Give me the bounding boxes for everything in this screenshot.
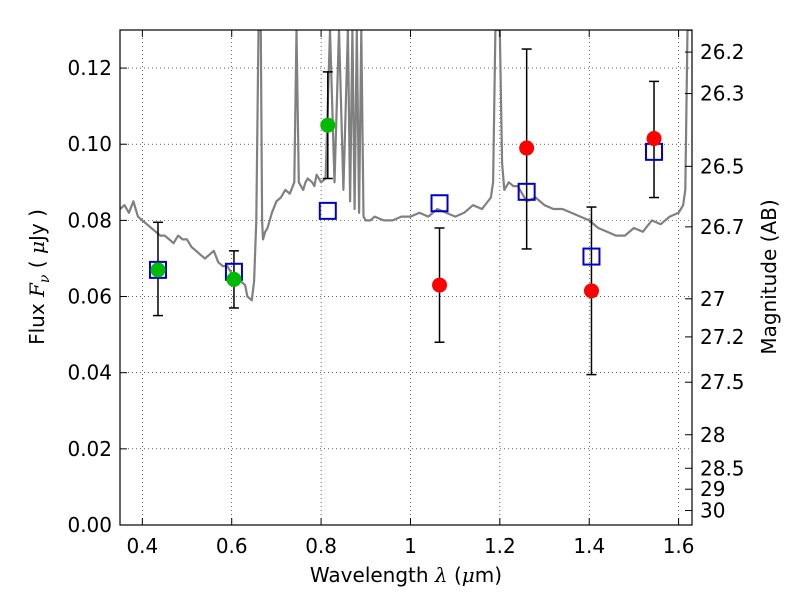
y2-tick-label: 28.5 xyxy=(700,456,745,480)
y-tick-label: 0.12 xyxy=(67,56,112,80)
y2-axis-title: Magnitude (AB) xyxy=(757,199,781,354)
observed-flux-point xyxy=(320,117,336,133)
model-photometry-point xyxy=(148,260,167,279)
y-tick-label: 0.02 xyxy=(67,437,112,461)
observed-flux-point xyxy=(226,271,242,287)
plot-area xyxy=(120,30,692,376)
observed-flux-point xyxy=(583,283,599,299)
axis-ticks: 0.4 0.6 0.8 1 1.2 1.4 1.6 0.00 0.02 0.04 0.06 0.08 0… xyxy=(67,30,745,558)
observed-flux-point xyxy=(646,131,662,147)
observed-flux-point xyxy=(519,140,535,156)
x-tick-label: 1.4 xyxy=(573,534,605,558)
y-tick-label: 0.06 xyxy=(67,285,112,309)
y-tick-label: 0.08 xyxy=(67,208,112,232)
model-photometry-point xyxy=(430,194,449,213)
observed-flux-point xyxy=(432,277,448,293)
y-tick-label: 0.04 xyxy=(67,361,112,385)
y2-tick-label: 27.5 xyxy=(700,370,745,394)
y2-tick-label: 26.2 xyxy=(700,40,745,64)
model-spectrum-line xyxy=(120,30,692,302)
y2-tick-label: 26.7 xyxy=(700,215,745,239)
observed-flux-point xyxy=(150,262,166,278)
y2-tick-label: 29 xyxy=(700,477,725,501)
y2-tick-label: 28 xyxy=(700,423,725,447)
y2-tick-label: 26.3 xyxy=(700,82,745,106)
plot-frame xyxy=(119,29,693,526)
x-tick-label: 1 xyxy=(404,534,417,558)
y2-tick-label: 26.5 xyxy=(700,154,745,178)
x-tick-label: 0.4 xyxy=(126,534,158,558)
x-axis-title: Wavelength λ (μm) xyxy=(310,563,502,587)
y2-tick-label: 27 xyxy=(700,287,725,311)
y2-tick-label: 27.2 xyxy=(700,325,745,349)
x-tick-label: 0.8 xyxy=(305,534,337,558)
model-photometry-point xyxy=(517,182,536,201)
x-tick-label: 1.2 xyxy=(484,534,516,558)
model-photometry-point xyxy=(582,247,601,266)
model-photometry-point xyxy=(318,201,337,220)
y-tick-label: 0.00 xyxy=(67,513,112,537)
y-tick-label: 0.10 xyxy=(67,132,112,156)
x-tick-label: 0.6 xyxy=(216,534,248,558)
y2-tick-label: 30 xyxy=(700,499,725,523)
x-tick-label: 1.6 xyxy=(663,534,695,558)
